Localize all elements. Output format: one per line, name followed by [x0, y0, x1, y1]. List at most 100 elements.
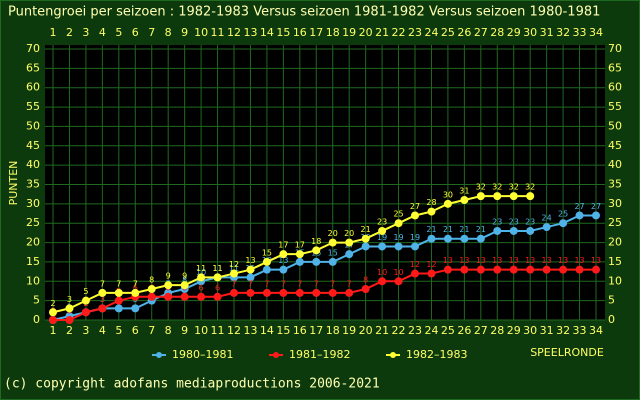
point: [328, 288, 337, 297]
point: [164, 281, 173, 290]
x-tick-label-bottom: 7: [148, 324, 155, 337]
point: [460, 195, 469, 204]
x-tick-label: 27: [474, 26, 488, 39]
x-tick-label: 1: [50, 26, 57, 39]
point: [246, 265, 255, 274]
y-tick-label-right: 30: [608, 197, 622, 210]
point: [197, 273, 206, 282]
y-tick-label-right: 5: [608, 294, 615, 307]
x-tick-label-bottom: 15: [276, 324, 290, 337]
data-label: 9: [182, 272, 187, 281]
point: [312, 246, 321, 255]
data-label: 17: [295, 241, 305, 250]
point: [427, 234, 436, 243]
data-label: 25: [558, 210, 568, 219]
data-label: 3: [100, 295, 105, 304]
point: [147, 292, 156, 301]
series-line: [52, 214, 596, 321]
x-tick-label: 20: [359, 26, 373, 39]
data-label: 13: [459, 256, 469, 265]
point: [279, 250, 288, 259]
data-label: 27: [410, 202, 420, 211]
x-tick-label-bottom: 29: [507, 324, 521, 337]
x-tick-label-bottom: 1: [50, 324, 57, 337]
y-axis-label: PUNTEN: [7, 161, 20, 206]
data-label: 9: [166, 272, 171, 281]
footer: (c) copyright adofans mediaproductions 2…: [4, 377, 380, 392]
x-tick-label: 10: [194, 26, 208, 39]
point: [262, 265, 271, 274]
data-label: 6: [133, 283, 138, 292]
x-tick-label: 23: [408, 26, 422, 39]
x-axis-label: SPEELRONDE: [530, 346, 604, 359]
legend-dot: [156, 352, 162, 358]
point: [164, 292, 173, 301]
y-tick-label-right: 60: [608, 81, 622, 94]
data-label: 20: [344, 229, 354, 238]
point: [394, 277, 403, 286]
data-label: 28: [426, 198, 436, 207]
point: [213, 292, 222, 301]
x-tick-label-bottom: 10: [194, 324, 208, 337]
x-tick-label-bottom: 13: [243, 324, 257, 337]
point: [427, 269, 436, 278]
y-tick-label-right: 15: [608, 255, 622, 268]
point: [460, 265, 469, 274]
x-tick-label: 6: [132, 26, 139, 39]
x-tick-label: 8: [165, 26, 172, 39]
x-tick-label: 33: [573, 26, 587, 39]
point: [98, 304, 107, 313]
x-tick-label: 9: [181, 26, 188, 39]
x-tick-label-bottom: 14: [260, 324, 274, 337]
point: [98, 288, 107, 297]
x-tick-label-bottom: 18: [326, 324, 340, 337]
data-label: 11: [229, 264, 239, 273]
y-tick-label: 20: [26, 236, 40, 249]
point: [559, 265, 568, 274]
legend-dot: [273, 352, 279, 358]
plot-area: [45, 45, 605, 320]
point: [213, 273, 222, 282]
data-label: 7: [116, 279, 121, 288]
data-label: 11: [212, 264, 222, 273]
x-tick-label-bottom: 20: [359, 324, 373, 337]
point: [378, 226, 387, 235]
point: [411, 242, 419, 251]
point: [49, 308, 57, 317]
y-tick-label: 30: [26, 197, 40, 210]
point: [361, 285, 370, 294]
data-label: 7: [314, 279, 319, 288]
data-label: 8: [363, 276, 368, 285]
x-tick-label-bottom: 30: [523, 324, 537, 337]
data-label: 25: [393, 210, 403, 219]
x-tick-label-bottom: 9: [181, 324, 188, 337]
x-tick-label-bottom: 19: [342, 324, 356, 337]
x-tick-label: 16: [293, 26, 307, 39]
point: [592, 211, 600, 220]
data-label: 13: [525, 256, 535, 265]
x-tick-label: 15: [276, 26, 290, 39]
point: [493, 192, 502, 201]
point: [361, 234, 370, 243]
point: [460, 234, 469, 243]
chart-title: Puntengroei per seizoen : 1982-1983 Vers…: [8, 5, 600, 20]
data-label: 21: [476, 225, 486, 234]
y-tick-label-right: 45: [608, 139, 622, 152]
data-label: 13: [443, 256, 453, 265]
point: [476, 192, 485, 201]
point: [81, 296, 90, 305]
x-tick-label: 25: [441, 26, 455, 39]
y-tick-label: 70: [26, 42, 40, 55]
data-label: 27: [574, 202, 584, 211]
x-tick-label-bottom: 2: [66, 324, 73, 337]
point: [476, 234, 485, 243]
y-tick-label: 10: [26, 274, 40, 287]
point: [295, 257, 304, 266]
data-label: 7: [100, 279, 105, 288]
x-tick-label-bottom: 3: [82, 324, 89, 337]
data-label: 7: [347, 279, 352, 288]
x-tick-label-bottom: 31: [540, 324, 554, 337]
point: [147, 285, 156, 294]
point: [114, 288, 123, 297]
data-label: 13: [278, 256, 288, 265]
